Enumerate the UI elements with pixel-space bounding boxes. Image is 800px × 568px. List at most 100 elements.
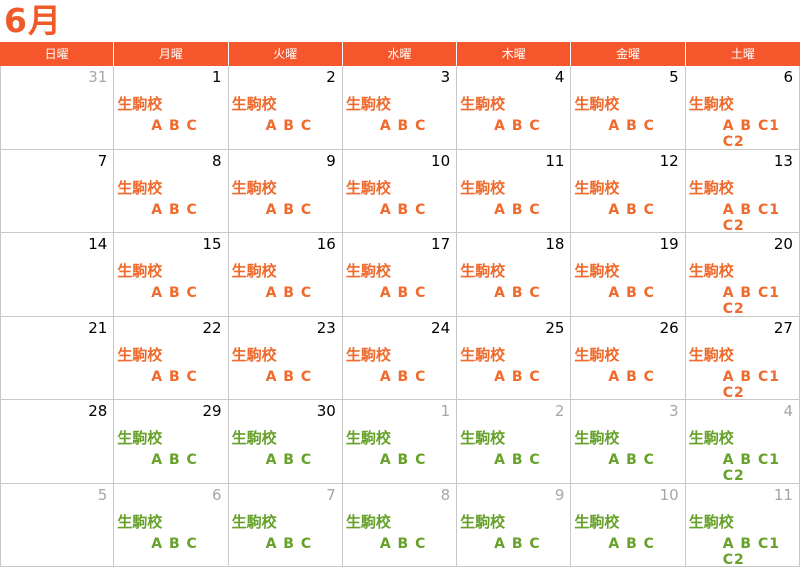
event-class-label[interactable]: A B C <box>494 368 541 385</box>
event-class-label[interactable]: A B C <box>265 201 313 218</box>
calendar-day-cell[interactable]: 1 生駒校 A B C <box>342 400 458 484</box>
calendar-day-cell[interactable]: 19 生駒校 A B C <box>571 233 686 317</box>
event-school-label[interactable]: 生駒校 <box>574 178 620 197</box>
event-class-label[interactable]: A B C <box>151 201 198 218</box>
calendar-day-cell[interactable]: 14 <box>0 233 115 317</box>
event-class-label[interactable]: A B C <box>608 118 655 134</box>
event-class-label[interactable]: A B C <box>265 452 313 468</box>
event-school-label[interactable]: 生駒校 <box>574 345 620 364</box>
calendar-day-cell[interactable]: 8 生駒校 A B C <box>114 149 229 233</box>
event-class-label[interactable]: A B C <box>494 452 541 468</box>
calendar-day-cell[interactable]: 10 生駒校 A B C <box>571 483 686 567</box>
calendar-day-cell[interactable]: 20 生駒校 A B C1 C2 <box>685 233 800 317</box>
event-class-label[interactable]: A B C <box>379 201 427 218</box>
event-school-label[interactable]: 生駒校 <box>688 429 734 447</box>
calendar-day-cell[interactable]: 7 <box>0 149 115 233</box>
event-school-label[interactable]: 生駒校 <box>688 512 734 531</box>
event-school-label[interactable]: 生駒校 <box>460 95 506 113</box>
calendar-day-cell[interactable]: 13 生駒校 A B C1 C2 <box>685 149 800 234</box>
calendar-day-cell[interactable]: 10 生駒校 A B C <box>342 149 458 233</box>
event-school-label[interactable]: 生駒校 <box>345 345 391 364</box>
event-class-label[interactable]: A B C1 C2 <box>722 285 780 317</box>
event-school-label[interactable]: 生駒校 <box>231 429 277 447</box>
calendar-day-cell[interactable]: 17 生駒校 A B C <box>342 233 458 317</box>
event-school-label[interactable]: 生駒校 <box>345 429 391 447</box>
event-class-label[interactable]: A B C <box>265 535 313 552</box>
event-school-label[interactable]: 生駒校 <box>574 512 620 531</box>
event-class-label[interactable]: A B C1 C2 <box>722 535 780 568</box>
calendar-day-cell[interactable]: 30 生駒校 A B C <box>228 400 343 484</box>
event-class-label[interactable]: A B C <box>265 285 313 301</box>
calendar-day-cell[interactable]: 27 生駒校 A B C1 C2 <box>685 316 800 401</box>
calendar-day-cell[interactable]: 11 生駒校 A B C <box>457 149 572 233</box>
event-class-label[interactable]: A B C <box>151 118 198 134</box>
calendar-day-cell[interactable]: 9 生駒校 A B C <box>228 149 343 233</box>
event-school-label[interactable]: 生駒校 <box>574 95 620 113</box>
event-school-label[interactable]: 生駒校 <box>460 512 506 531</box>
event-class-label[interactable]: A B C <box>265 368 313 385</box>
calendar-day-cell[interactable]: 9 生駒校 A B C <box>457 483 572 567</box>
event-school-label[interactable]: 生駒校 <box>117 178 163 197</box>
event-class-label[interactable]: A B C <box>151 452 198 468</box>
event-school-label[interactable]: 生駒校 <box>460 178 506 197</box>
event-class-label[interactable]: A B C <box>494 201 541 218</box>
event-class-label[interactable]: A B C <box>379 535 427 552</box>
event-school-label[interactable]: 生駒校 <box>117 95 163 113</box>
calendar-day-cell[interactable]: 18 生駒校 A B C <box>457 233 572 317</box>
event-class-label[interactable]: A B C <box>608 452 655 468</box>
calendar-day-cell[interactable]: 3 生駒校 A B C <box>342 66 458 150</box>
calendar-day-cell[interactable]: 24 生駒校 A B C <box>342 316 458 400</box>
event-school-label[interactable]: 生駒校 <box>345 95 391 113</box>
calendar-day-cell[interactable]: 4 生駒校 A B C1 C2 <box>685 400 800 484</box>
calendar-day-cell[interactable]: 25 生駒校 A B C <box>457 316 572 400</box>
event-class-label[interactable]: A B C <box>608 535 655 552</box>
event-school-label[interactable]: 生駒校 <box>688 178 734 197</box>
calendar-day-cell[interactable]: 8 生駒校 A B C <box>342 483 458 567</box>
calendar-day-cell[interactable]: 5 生駒校 A B C <box>571 66 686 150</box>
event-class-label[interactable]: A B C <box>494 118 541 134</box>
calendar-day-cell[interactable]: 3 生駒校 A B C <box>571 400 686 484</box>
event-school-label[interactable]: 生駒校 <box>688 345 734 364</box>
event-school-label[interactable]: 生駒校 <box>231 512 277 531</box>
event-school-label[interactable]: 生駒校 <box>688 262 734 280</box>
event-school-label[interactable]: 生駒校 <box>460 345 506 364</box>
calendar-day-cell[interactable]: 5 <box>0 483 115 567</box>
event-class-label[interactable]: A B C <box>151 535 198 552</box>
event-school-label[interactable]: 生駒校 <box>231 95 277 113</box>
event-class-label[interactable]: A B C <box>265 118 313 134</box>
calendar-day-cell[interactable]: 12 生駒校 A B C <box>571 149 686 233</box>
event-class-label[interactable]: A B C <box>379 118 427 134</box>
calendar-day-cell[interactable]: 29 生駒校 A B C <box>114 400 229 484</box>
event-class-label[interactable]: A B C1 C2 <box>722 118 780 150</box>
event-school-label[interactable]: 生駒校 <box>231 262 277 280</box>
calendar-day-cell[interactable]: 23 生駒校 A B C <box>228 316 343 400</box>
event-class-label[interactable]: A B C1 C2 <box>722 452 780 484</box>
calendar-day-cell[interactable]: 1 生駒校 A B C <box>114 66 229 150</box>
event-school-label[interactable]: 生駒校 <box>460 262 506 280</box>
event-school-label[interactable]: 生駒校 <box>117 262 163 280</box>
event-school-label[interactable]: 生駒校 <box>688 95 734 113</box>
calendar-day-cell[interactable]: 31 <box>0 66 115 150</box>
event-class-label[interactable]: A B C <box>151 368 198 385</box>
calendar-day-cell[interactable]: 6 生駒校 A B C1 C2 <box>685 66 800 150</box>
event-class-label[interactable]: A B C <box>608 201 655 218</box>
event-school-label[interactable]: 生駒校 <box>574 262 620 280</box>
event-class-label[interactable]: A B C <box>379 285 427 301</box>
calendar-day-cell[interactable]: 11 生駒校 A B C1 C2 <box>685 483 800 568</box>
event-class-label[interactable]: A B C <box>379 368 427 385</box>
event-class-label[interactable]: A B C1 C2 <box>722 201 780 234</box>
event-school-label[interactable]: 生駒校 <box>231 345 277 364</box>
calendar-day-cell[interactable]: 6 生駒校 A B C <box>114 483 229 567</box>
event-class-label[interactable]: A B C <box>494 535 541 552</box>
event-school-label[interactable]: 生駒校 <box>117 512 163 531</box>
calendar-day-cell[interactable]: 22 生駒校 A B C <box>114 316 229 400</box>
event-class-label[interactable]: A B C <box>608 368 655 385</box>
event-class-label[interactable]: A B C <box>379 452 427 468</box>
calendar-day-cell[interactable]: 21 <box>0 316 115 400</box>
calendar-day-cell[interactable]: 26 生駒校 A B C <box>571 316 686 400</box>
event-class-label[interactable]: A B C <box>494 285 541 301</box>
calendar-day-cell[interactable]: 2 生駒校 A B C <box>457 400 572 484</box>
event-class-label[interactable]: A B C1 C2 <box>722 368 780 401</box>
calendar-day-cell[interactable]: 7 生駒校 A B C <box>228 483 343 567</box>
event-class-label[interactable]: A B C <box>608 285 655 301</box>
